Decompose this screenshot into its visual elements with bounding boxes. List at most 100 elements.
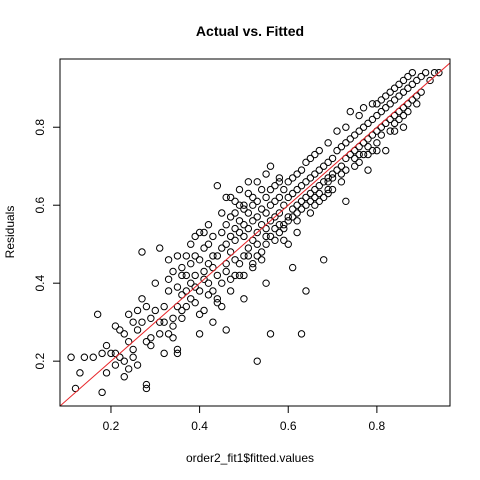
- data-point: [156, 330, 164, 338]
- data-point: [346, 135, 354, 143]
- data-point: [364, 166, 372, 174]
- data-point: [182, 252, 191, 260]
- data-point: [404, 72, 412, 81]
- data-point: [249, 263, 257, 272]
- data-point: [257, 248, 266, 256]
- data-point: [359, 139, 368, 147]
- data-point: [315, 146, 323, 155]
- data-point: [253, 252, 261, 260]
- data-point: [133, 326, 142, 334]
- data-point: [222, 267, 230, 276]
- data-point: [271, 224, 279, 233]
- data-point: [342, 197, 350, 206]
- data-point: [76, 369, 84, 377]
- data-point: [302, 158, 310, 167]
- data-point: [191, 298, 199, 307]
- data-point: [191, 271, 199, 280]
- data-point: [178, 306, 186, 315]
- data-point: [204, 240, 213, 248]
- data-point: [80, 353, 89, 361]
- data-point: [262, 232, 270, 241]
- data-point: [182, 302, 191, 311]
- data-point: [382, 119, 390, 128]
- data-point: [129, 345, 137, 354]
- data-point: [222, 240, 230, 248]
- data-point: [200, 244, 208, 252]
- y-tick-label: 0.2: [33, 352, 47, 369]
- data-point: [404, 84, 412, 92]
- data-point: [138, 295, 146, 303]
- data-point: [231, 197, 239, 206]
- data-point: [169, 322, 177, 330]
- data-point: [138, 248, 146, 256]
- data-point: [337, 143, 346, 151]
- data-point: [98, 349, 106, 358]
- data-point: [160, 302, 168, 311]
- data-point: [311, 201, 319, 209]
- data-point: [288, 189, 297, 198]
- data-point: [346, 150, 354, 159]
- data-point: [333, 127, 341, 135]
- data-point: [178, 291, 186, 299]
- data-point: [209, 318, 217, 326]
- data-point: [142, 380, 151, 389]
- data-point: [373, 127, 381, 135]
- data-point: [390, 127, 399, 135]
- data-point: [231, 256, 239, 264]
- data-point: [204, 279, 213, 287]
- data-point: [342, 139, 350, 147]
- data-point: [213, 295, 222, 303]
- data-point: [244, 189, 253, 198]
- data-point: [359, 123, 368, 131]
- data-point: [218, 209, 226, 217]
- data-point: [169, 334, 177, 342]
- data-point: [293, 228, 301, 237]
- data-point: [213, 182, 222, 190]
- data-point: [417, 72, 425, 81]
- y-tick-label: 0.4: [33, 275, 47, 292]
- data-point: [284, 178, 292, 186]
- data-point: [306, 174, 315, 182]
- data-point: [280, 221, 288, 229]
- data-point: [226, 248, 235, 256]
- data-point: [271, 236, 279, 245]
- data-point: [377, 123, 386, 131]
- data-point: [253, 240, 261, 248]
- data-point: [253, 228, 261, 237]
- data-point: [373, 111, 381, 120]
- data-point: [421, 68, 430, 77]
- data-point: [204, 291, 213, 299]
- data-point: [98, 388, 106, 397]
- data-point: [244, 244, 253, 252]
- data-point: [240, 232, 248, 241]
- data-point: [244, 178, 253, 186]
- data-point: [386, 88, 394, 96]
- x-tick-label: 0.6: [280, 419, 297, 433]
- x-tick-label: 0.2: [103, 419, 120, 433]
- data-point: [191, 283, 199, 291]
- data-point: [382, 104, 390, 112]
- data-point: [160, 318, 168, 326]
- data-point: [182, 271, 191, 280]
- data-point: [417, 88, 425, 96]
- data-point: [195, 256, 204, 264]
- data-point: [249, 193, 257, 202]
- data-point: [187, 259, 195, 268]
- data-point: [324, 174, 332, 182]
- data-point: [297, 205, 306, 213]
- data-point: [231, 224, 239, 233]
- data-point: [390, 119, 399, 128]
- data-point: [413, 100, 421, 108]
- data-point: [142, 384, 151, 393]
- data-point: [129, 353, 137, 361]
- data-point: [355, 127, 363, 135]
- data-point: [116, 353, 124, 361]
- data-point: [280, 224, 288, 233]
- data-point: [222, 221, 230, 229]
- data-point: [164, 256, 173, 264]
- data-point: [111, 322, 120, 330]
- data-point: [386, 100, 394, 108]
- data-point: [249, 259, 257, 268]
- data-point: [244, 252, 253, 260]
- data-point: [342, 154, 350, 163]
